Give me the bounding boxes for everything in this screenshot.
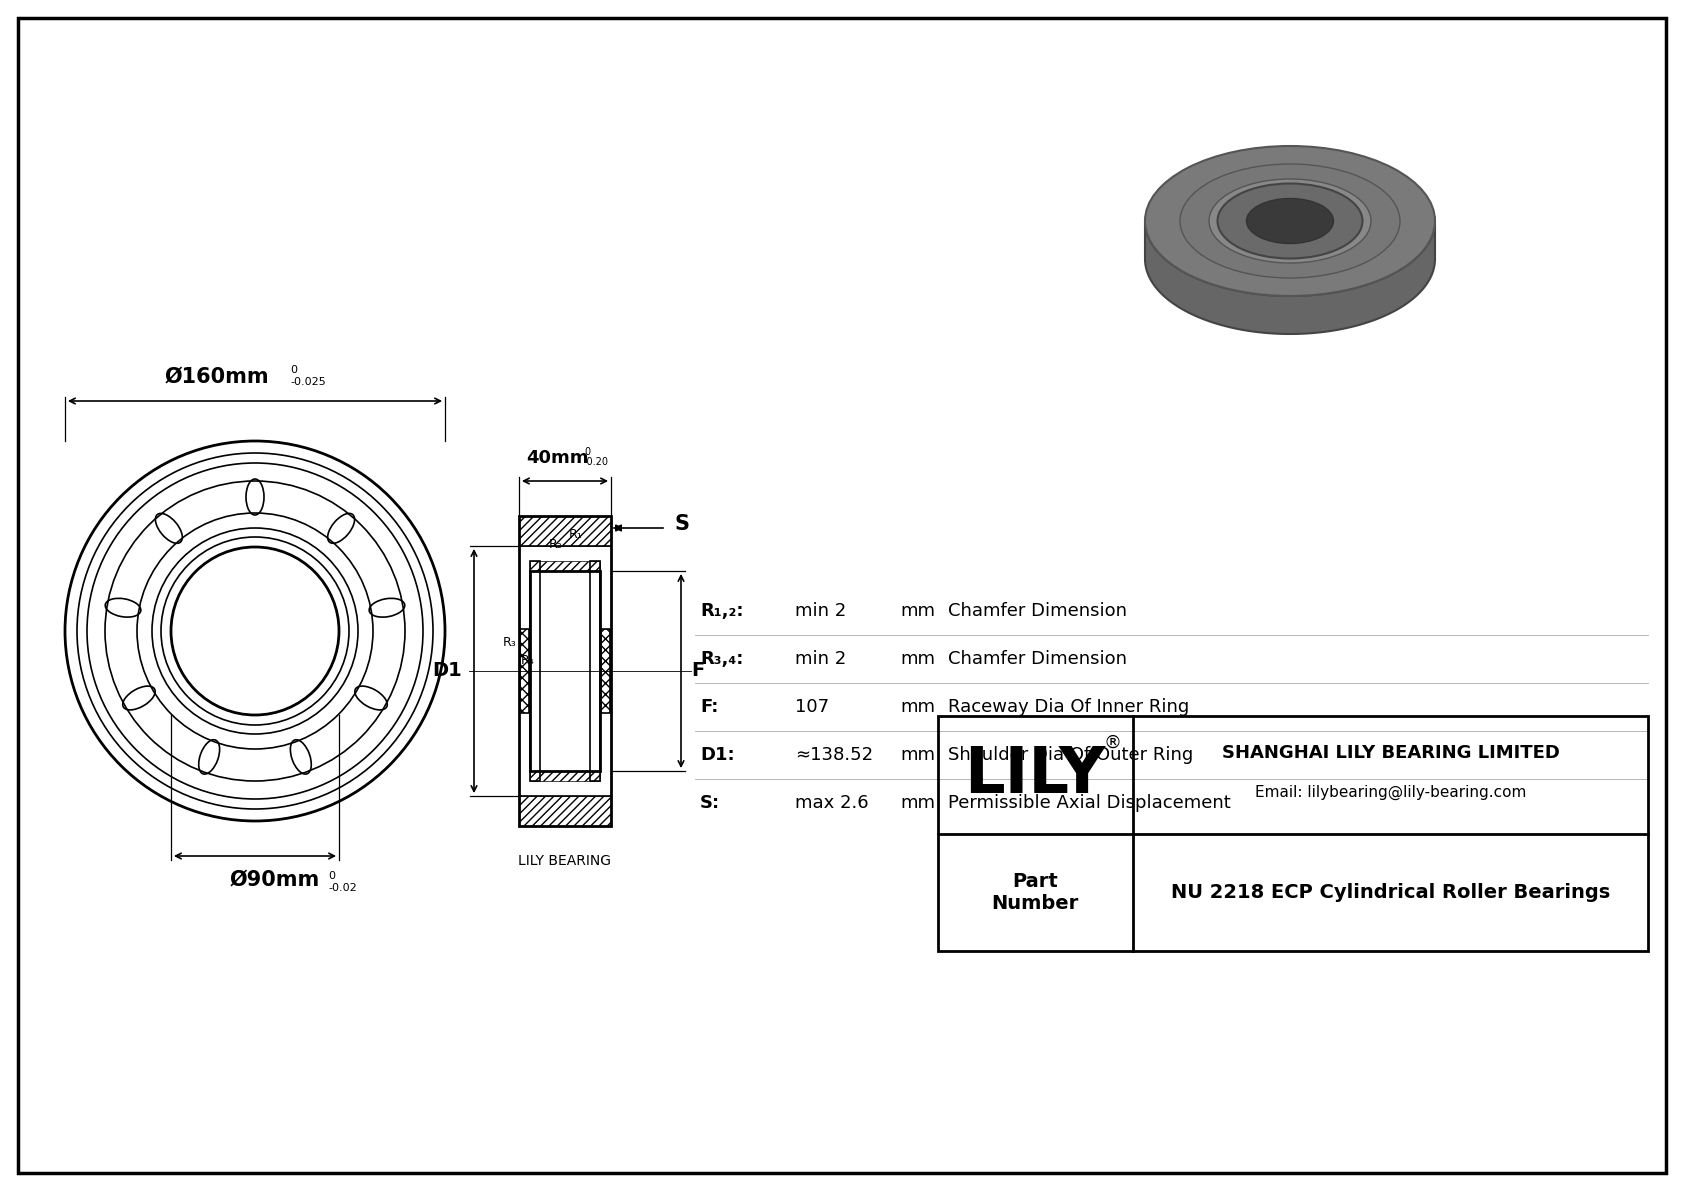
Ellipse shape [1218, 183, 1362, 258]
Text: ®: ® [1105, 734, 1122, 752]
Bar [530, 570, 600, 771]
Text: LILY: LILY [965, 743, 1106, 806]
Text: D1:: D1: [701, 746, 734, 763]
Text: Raceway Dia Of Inner Ring: Raceway Dia Of Inner Ring [948, 698, 1189, 716]
Text: Shoulder Dia Of Outer Ring: Shoulder Dia Of Outer Ring [948, 746, 1194, 763]
Bar [530, 561, 541, 781]
Polygon shape [1145, 222, 1435, 333]
Text: 40mm: 40mm [525, 449, 588, 467]
Text: S: S [674, 515, 689, 534]
Text: F:: F: [701, 698, 719, 716]
Text: mm: mm [899, 746, 935, 763]
Ellipse shape [1246, 199, 1334, 243]
Text: R₁: R₁ [569, 528, 583, 541]
Bar [589, 561, 600, 781]
Text: SHANGHAI LILY BEARING LIMITED: SHANGHAI LILY BEARING LIMITED [1221, 743, 1559, 762]
Text: min 2: min 2 [795, 601, 847, 621]
Bar [530, 771, 600, 781]
Ellipse shape [1209, 179, 1371, 263]
Text: S:: S: [701, 794, 721, 812]
Bar [938, 716, 1649, 950]
Text: min 2: min 2 [795, 650, 847, 668]
Text: mm: mm [899, 794, 935, 812]
Text: NU 2218 ECP Cylindrical Roller Bearings: NU 2218 ECP Cylindrical Roller Bearings [1170, 883, 1610, 902]
Text: -0.025: -0.025 [290, 378, 325, 387]
Bar [601, 629, 610, 713]
Text: Chamfer Dimension: Chamfer Dimension [948, 601, 1127, 621]
Text: Ø160mm: Ø160mm [165, 367, 269, 387]
Text: mm: mm [899, 650, 935, 668]
Text: 0: 0 [290, 364, 296, 375]
Text: -0.20: -0.20 [584, 457, 610, 467]
Text: Ø90mm: Ø90mm [231, 869, 320, 890]
Bar [520, 629, 529, 713]
Text: Permissible Axial Displacement: Permissible Axial Displacement [948, 794, 1231, 812]
Text: 0: 0 [328, 871, 335, 881]
Text: mm: mm [899, 601, 935, 621]
Text: LILY BEARING: LILY BEARING [519, 854, 611, 868]
Bar [519, 516, 611, 545]
Ellipse shape [1209, 179, 1371, 263]
Text: Chamfer Dimension: Chamfer Dimension [948, 650, 1127, 668]
Ellipse shape [1145, 146, 1435, 297]
Ellipse shape [1180, 164, 1399, 278]
Text: -0.02: -0.02 [328, 883, 357, 893]
Text: 107: 107 [795, 698, 829, 716]
Text: R₃,₄:: R₃,₄: [701, 650, 743, 668]
Text: Email: lilybearing@lily-bearing.com: Email: lilybearing@lily-bearing.com [1255, 785, 1526, 800]
Text: D1: D1 [433, 661, 461, 680]
Text: R₃: R₃ [504, 636, 517, 649]
Text: 0: 0 [584, 447, 589, 457]
Text: R₄: R₄ [520, 655, 536, 667]
Text: R₂: R₂ [549, 537, 562, 550]
Text: ≈138.52: ≈138.52 [795, 746, 872, 763]
Bar [519, 796, 611, 827]
Bar [530, 561, 600, 570]
Text: Part
Number: Part Number [992, 872, 1079, 912]
Text: F: F [690, 661, 704, 680]
Text: mm: mm [899, 698, 935, 716]
Text: R₁,₂:: R₁,₂: [701, 601, 744, 621]
Bar [519, 516, 611, 827]
Text: max 2.6: max 2.6 [795, 794, 869, 812]
